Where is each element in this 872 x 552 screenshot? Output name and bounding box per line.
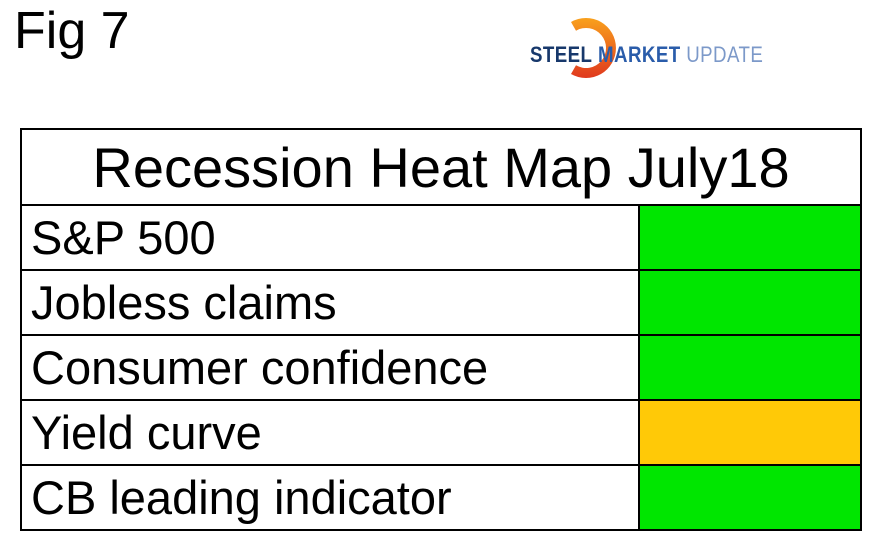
logo-wordmark: STEEL MARKET UPDATE bbox=[530, 42, 763, 68]
row-label: Jobless claims bbox=[20, 269, 640, 336]
status-cell bbox=[638, 204, 862, 271]
table-row: S&P 500 bbox=[20, 204, 862, 271]
table-row: CB leading indicator bbox=[20, 464, 862, 531]
table-row: Consumer confidence bbox=[20, 334, 862, 401]
recession-heatmap-table: Recession Heat Map July18 S&P 500 Jobles… bbox=[20, 128, 862, 531]
row-label: Yield curve bbox=[20, 399, 640, 466]
figure-label: Fig 7 bbox=[14, 2, 130, 60]
smu-logo: STEEL MARKET UPDATE bbox=[530, 12, 790, 86]
row-label: Consumer confidence bbox=[20, 334, 640, 401]
status-cell bbox=[638, 464, 862, 531]
row-label: CB leading indicator bbox=[20, 464, 640, 531]
logo-word-update: UPDATE bbox=[686, 42, 764, 67]
logo-word-market: MARKET bbox=[598, 42, 681, 67]
status-cell bbox=[638, 399, 862, 466]
table-row: Jobless claims bbox=[20, 269, 862, 336]
table-title-row: Recession Heat Map July18 bbox=[20, 128, 862, 206]
row-label: S&P 500 bbox=[20, 204, 640, 271]
logo-word-steel: STEEL bbox=[530, 42, 593, 67]
status-cell bbox=[638, 269, 862, 336]
table-title: Recession Heat Map July18 bbox=[20, 128, 862, 206]
logo-swoosh-icon bbox=[571, 18, 616, 79]
status-cell bbox=[638, 334, 862, 401]
table-row: Yield curve bbox=[20, 399, 862, 466]
